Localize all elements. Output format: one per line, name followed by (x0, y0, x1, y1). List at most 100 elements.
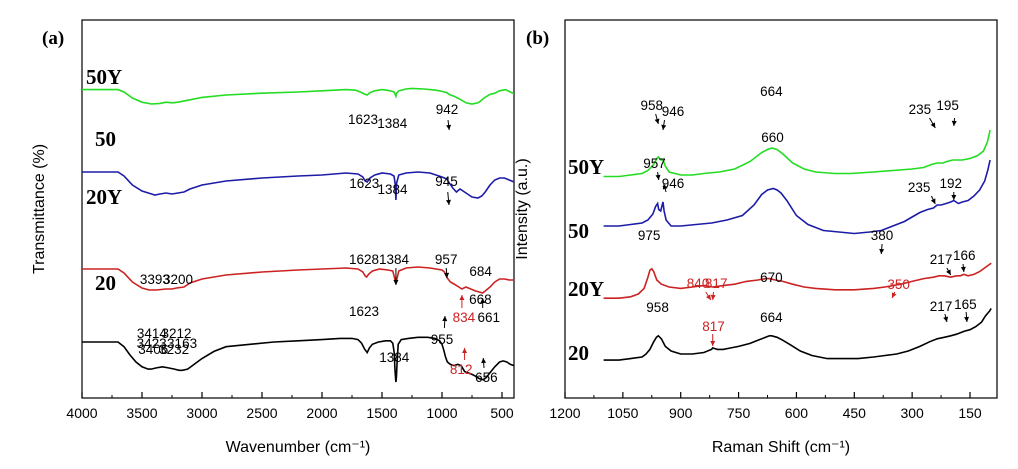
peak-label: 192 (939, 176, 962, 191)
series-line-50y (82, 87, 514, 105)
series-line-20 (603, 307, 992, 361)
peak-label: 975 (638, 228, 661, 243)
x-tick-label: 1500 (366, 405, 397, 421)
peak-label: 3406 (138, 342, 168, 357)
peak-label: 1384 (379, 350, 410, 365)
peak-arrowhead (442, 316, 448, 322)
peak-label: 165 (954, 297, 977, 312)
peak-label: 217 (930, 299, 953, 314)
x-tick-label: 1200 (549, 405, 580, 421)
peak-label: 166 (953, 248, 976, 263)
peak-arrowhead (930, 198, 936, 204)
peak-label: 1623 (349, 304, 379, 319)
peak-label: 1628 (349, 252, 379, 267)
peak-label: 350 (887, 277, 910, 292)
peak-arrowhead (930, 122, 936, 128)
x-tick-label: 150 (958, 405, 982, 421)
series-line-50y (603, 129, 991, 178)
x-tick-label: 600 (785, 405, 809, 421)
peak-label: 812 (450, 362, 473, 377)
peak-arrowhead (960, 266, 966, 272)
peak-arrowhead (481, 358, 487, 364)
peak-arrowhead (879, 248, 885, 254)
x-tick-label: 4000 (66, 405, 97, 421)
series-label-20: 20 (568, 341, 589, 365)
peak-label: 3200 (163, 272, 193, 287)
y-axis-title: Intensity (a.u.) (514, 158, 531, 259)
peak-label: 3212 (162, 326, 192, 341)
peak-label: 840 (687, 276, 710, 291)
x-axis-title: Wavenumber (cm⁻¹) (226, 439, 371, 456)
peak-arrowhead (446, 124, 452, 130)
x-tick-label: 1050 (607, 405, 638, 421)
peak-label: 946 (662, 104, 685, 119)
series-label-50: 50 (95, 127, 116, 151)
series-label-20y: 20Y (568, 277, 604, 301)
peak-arrowhead (459, 295, 465, 300)
x-tick-label: 3500 (126, 405, 157, 421)
peak-arrowhead (661, 124, 667, 130)
x-tick-label: 500 (490, 405, 514, 421)
x-tick-label: 900 (669, 405, 693, 421)
peak-arrowhead (946, 269, 951, 275)
peak-arrowhead (943, 316, 949, 322)
raman-panel: 1200 1050 900 750 600 450 300 150 Raman Shift (c… (514, 19, 998, 456)
peak-label: 217 (930, 252, 953, 267)
series-line-20y (82, 266, 514, 294)
series-line-20 (82, 336, 514, 383)
peak-label: 3393 (140, 272, 170, 287)
x-tick-label: 2000 (306, 405, 337, 421)
peak-label: 660 (761, 130, 784, 145)
peak-label: 945 (435, 174, 458, 189)
series-label-50y: 50Y (86, 65, 122, 89)
peak-label: 195 (936, 98, 959, 113)
peak-arrowhead (462, 348, 468, 353)
ftir-panel: 4000 3500 3000 2500 2000 1500 1000 500 Wavenumbe… (31, 19, 515, 456)
peak-arrowhead (655, 174, 661, 180)
peak-arrowhead (393, 280, 399, 285)
peak-label: 958 (646, 300, 669, 315)
peak-label: 656 (475, 370, 498, 385)
peak-label: 670 (760, 270, 783, 285)
peak-label: 3232 (159, 342, 189, 357)
peak-label: 817 (702, 319, 725, 334)
peak-arrowhead (480, 298, 486, 303)
peak-label: 235 (908, 180, 931, 195)
peak-label: 955 (431, 332, 454, 347)
peak-label: 1623 (348, 112, 378, 127)
x-tick-label: 2500 (246, 405, 277, 421)
peak-label: 664 (760, 310, 783, 325)
series-label-50y: 50Y (568, 155, 604, 179)
series-label-20: 20 (95, 271, 116, 295)
x-tick-label: 3000 (186, 405, 217, 421)
series-label-50: 50 (568, 219, 589, 243)
peak-label: 380 (871, 228, 894, 243)
peak-label: 668 (469, 292, 492, 307)
peak-arrowhead (710, 341, 716, 346)
peak-arrowhead (951, 120, 957, 126)
series-line-50 (82, 171, 514, 201)
peak-label: 834 (453, 310, 476, 325)
plot-frame (564, 19, 998, 399)
peak-label: 957 (643, 156, 666, 171)
y-axis-title: Transmittance (%) (31, 144, 48, 274)
peak-label: 684 (469, 264, 492, 279)
peak-label: 946 (662, 176, 685, 191)
panel-letter: (a) (42, 28, 64, 49)
peak-arrowhead (964, 316, 970, 322)
series-line-50 (603, 159, 991, 235)
peak-label: 817 (705, 276, 728, 291)
peak-label: 3423 (137, 336, 167, 351)
peak-arrowhead (446, 199, 451, 205)
peak-label: 958 (641, 98, 664, 113)
peak-label: 942 (436, 102, 459, 117)
peak-label: 957 (435, 252, 458, 267)
peak-label: 1623 (349, 176, 379, 191)
peak-label: 3414 (137, 326, 168, 341)
plot-frame (81, 19, 515, 399)
panel-letter: (b) (526, 28, 549, 49)
peak-arrowhead (444, 272, 450, 278)
x-tick-label: 300 (900, 405, 924, 421)
peak-label: 1384 (379, 252, 410, 267)
